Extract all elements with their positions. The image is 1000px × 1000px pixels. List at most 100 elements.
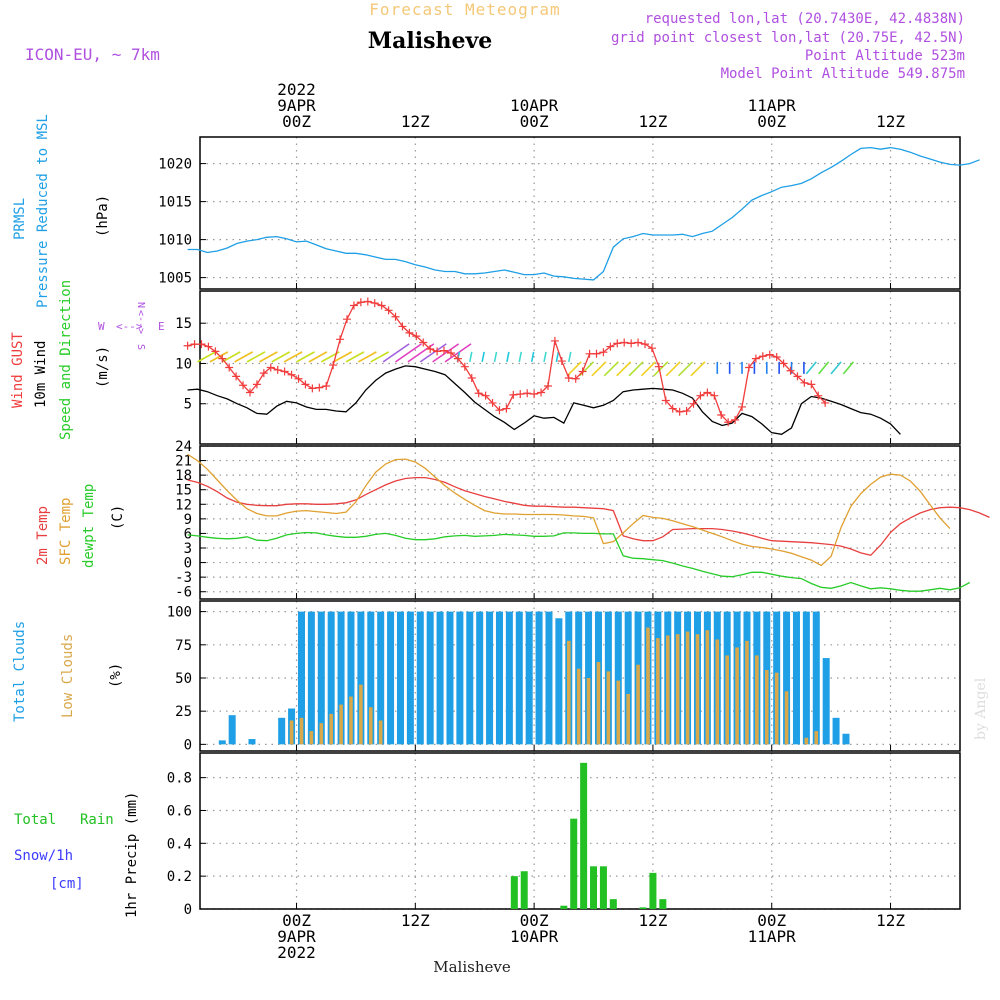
wind-gust-marker [349, 301, 358, 310]
wind-direction-arrow [628, 361, 644, 377]
point-altitude: Point Altitude 523m [805, 48, 965, 64]
wind-direction-arrow [616, 361, 632, 377]
wind-direction-arrow [603, 361, 619, 377]
wind-direction-arrow [308, 351, 328, 363]
wind-direction-arrow [419, 343, 447, 363]
low-cloud-bar [715, 639, 720, 745]
sfc-temp-label: SFC Temp [58, 498, 74, 565]
wind-gust-marker [259, 369, 268, 378]
grid-lonlat: grid point closest lon,lat (20.75E, 42.5… [611, 30, 965, 46]
total-clouds-label: Total Clouds [12, 621, 28, 722]
wind-gust-marker [641, 340, 650, 349]
low-cloud-bar [646, 627, 650, 745]
total-cloud-bar [822, 658, 830, 745]
wind-direction-arrow [345, 351, 365, 363]
top-time-label: 12Z [876, 112, 905, 131]
wind-gust-marker [613, 339, 622, 348]
rain-bar [520, 871, 528, 909]
total-cloud-bar [357, 611, 365, 745]
low-cloud-bar [596, 662, 601, 745]
wind-y-tick-label: 5 [184, 397, 192, 413]
requested-lonlat: requested lon,lat (20.7430E, 42.4838N) [645, 11, 965, 27]
low-cloud-bar [636, 664, 640, 745]
wind-gust-marker [578, 367, 587, 376]
precip-axis-titles: 1hr Precip (mm) Total Rain Snow/1h [cm] [14, 792, 140, 918]
total-cloud-bar [842, 733, 850, 745]
wind-gust-marker [391, 312, 400, 321]
low-cloud-bar [359, 684, 363, 745]
rain-bar [649, 872, 657, 909]
pressure-frame [199, 136, 961, 290]
wind-speed-line [187, 365, 901, 435]
wind-gust-marker [627, 339, 636, 348]
total-cloud-bar [456, 611, 464, 745]
wind-gust-marker [336, 335, 345, 344]
low-cloud-bar [566, 640, 571, 745]
total-label: Total [14, 812, 56, 828]
wind-panel: 5 10 15 [175, 290, 961, 445]
total-cloud-bar [396, 611, 404, 745]
wind-gust-marker [273, 365, 282, 374]
station-title: Malisheve [368, 28, 492, 54]
total-cloud-bar [297, 611, 305, 745]
wind-gust-marker [315, 383, 324, 392]
total-cloud-bar [387, 611, 395, 745]
total-cloud-bar [228, 715, 236, 745]
wind-gust-marker [488, 398, 497, 407]
wind-axis-titles: Wind GUST 10m Wind Speed and Direction (… [10, 280, 165, 440]
wind-gust-marker [183, 341, 192, 350]
wind-gust-marker [426, 344, 435, 353]
cloud-y-tick-label: 25 [175, 704, 192, 720]
credit-watermark: by Angel [973, 677, 989, 740]
snow-label: Snow/1h [14, 848, 73, 864]
bottom-time-label: 12Z [401, 911, 430, 930]
low-cloud-bar [576, 668, 581, 745]
wind-y-tick-label: 10 [175, 356, 192, 372]
total-cloud-bar [486, 611, 494, 745]
wind-direction-arrow [653, 361, 669, 377]
low-cloud-bar [695, 634, 700, 745]
wind-gust-marker [530, 390, 539, 399]
wind-gust-marker [481, 391, 490, 400]
temp-y-tick-label: 15 [175, 483, 192, 499]
wind-gust-marker [717, 411, 726, 420]
low-cloud-bar [329, 713, 333, 745]
temp-y-tick-label: 3 [184, 541, 192, 557]
low-cloud-bar [814, 731, 819, 745]
wind-gust-marker [474, 389, 483, 398]
low-cloud-bar [784, 691, 789, 745]
compass-west-label: W [98, 320, 105, 333]
cloud-frame [199, 600, 961, 752]
wind-gust-marker [689, 399, 698, 408]
temp-y-tick-label: 12 [175, 497, 192, 513]
wind-gust-marker [433, 347, 442, 356]
low-cloud-bar [725, 655, 729, 745]
wind-gust-marker [239, 381, 248, 390]
pressure-reduced-label: Pressure Reduced to MSL [35, 114, 51, 308]
forecast-meteogram-title: Forecast Meteogram [369, 0, 560, 19]
wind-direction-arrow [382, 343, 410, 363]
wind-gust-marker [225, 363, 234, 372]
wind-direction-arrow [805, 361, 817, 375]
wind-gust-marker [412, 332, 421, 341]
total-cloud-bar [406, 611, 414, 745]
wind-gust-marker [453, 354, 462, 363]
wind-gust-marker [557, 357, 566, 366]
total-cloud-bar [377, 611, 385, 745]
low-cloud-bar [368, 707, 373, 745]
wind-direction-arrow [566, 361, 582, 377]
wind-gust-marker [343, 315, 352, 324]
total-cloud-bar [812, 611, 820, 745]
wind-y-tick-label: 15 [175, 316, 192, 332]
temp-y-tick-label: 0 [184, 556, 192, 572]
compass-rose: W <--> E N <--> S [98, 302, 165, 350]
wind-direction-arrow [234, 351, 254, 363]
wind-direction-arrow [358, 351, 377, 363]
cloud-axis-titles: Total Clouds Low Clouds (%) [12, 621, 124, 722]
bottom-time-label: 00Z [520, 911, 549, 930]
bottom-time-label: 11APR [748, 927, 797, 946]
top-time-label: 9APR [277, 96, 316, 115]
